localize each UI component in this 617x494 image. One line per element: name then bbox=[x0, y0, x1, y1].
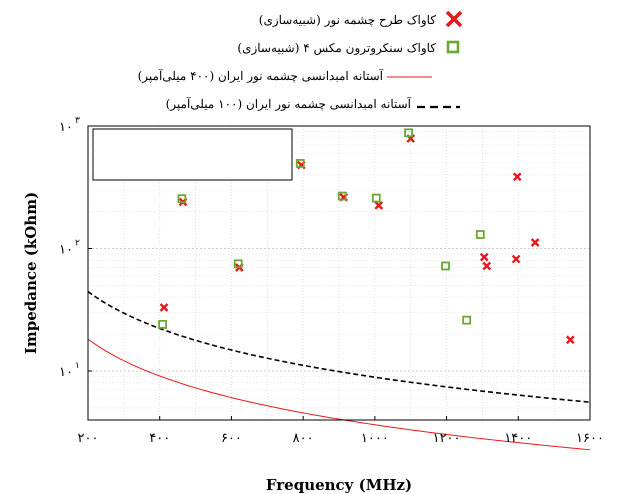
data-point-square bbox=[441, 261, 450, 271]
y-tick-exponent: ۲ bbox=[75, 239, 80, 249]
y-tick-label: ۱۰ bbox=[59, 120, 73, 135]
data-point-square bbox=[233, 259, 243, 269]
data-point-cross bbox=[479, 252, 489, 262]
data-point-square bbox=[337, 191, 347, 201]
series-line bbox=[87, 338, 591, 451]
x-tick-label: ۱۶۰۰ bbox=[576, 431, 604, 446]
data-point-cross bbox=[530, 238, 540, 247]
plot-frame bbox=[87, 125, 591, 421]
data-point-square bbox=[371, 193, 381, 203]
legend-label: کاواک طرح چشمه نور (شبیه‌سازی) bbox=[259, 13, 437, 27]
data-point-square bbox=[295, 159, 305, 168]
series-line bbox=[87, 290, 591, 404]
y-tick-exponent: ۱ bbox=[75, 361, 80, 371]
data-point-square bbox=[462, 315, 472, 325]
data-point-cross bbox=[512, 172, 522, 182]
data-markers bbox=[158, 128, 575, 345]
data-point-cross bbox=[565, 335, 575, 345]
x-tick-label: ۲۰۰ bbox=[78, 431, 99, 446]
legend-key-square bbox=[446, 40, 460, 54]
x-tick-label: ۶۰۰ bbox=[221, 431, 242, 446]
y-tick-exponent: ۳ bbox=[75, 116, 80, 126]
x-tick-label: ۴۰۰ bbox=[149, 431, 170, 446]
data-point-square bbox=[177, 194, 187, 204]
x-tick-label: ۱۲۰۰ bbox=[433, 431, 461, 446]
y-tick-label: ۱۰ bbox=[59, 365, 73, 380]
inset-annotation-box bbox=[92, 128, 293, 181]
data-point-cross bbox=[159, 303, 169, 312]
data-point-square bbox=[404, 128, 413, 138]
data-point-square bbox=[158, 320, 167, 329]
y-axis-label: Impedance (kOhm) bbox=[22, 192, 40, 354]
data-point-cross bbox=[374, 201, 384, 210]
data-point-cross bbox=[511, 254, 521, 264]
threshold-curves bbox=[87, 290, 591, 451]
legend-key-cross bbox=[445, 10, 463, 28]
y-tick-label: ۱۰ bbox=[59, 243, 73, 258]
x-tick-label: ۱۰۰۰ bbox=[361, 431, 389, 446]
legend-label: کاواک سنکروترون مکس ۴ (شبیه‌سازی) bbox=[237, 41, 436, 55]
legend: کاواک طرح چشمه نور (شبیه‌سازی) کاواک سنکر… bbox=[138, 10, 463, 111]
legend-label: آستانه امبدانسی چشمه نور ایران (۴۰۰ میلی… bbox=[138, 68, 384, 83]
legend-label: آستانه امبدانسی چشمه نور ایران (۱۰۰ میلی… bbox=[166, 96, 412, 111]
x-tick-label: ۸۰۰ bbox=[293, 431, 314, 446]
x-axis-label: Frequency (MHz) bbox=[266, 476, 412, 494]
data-point-square bbox=[475, 230, 485, 239]
x-tick-label: ۱۴۰۰ bbox=[504, 431, 532, 446]
data-point-cross bbox=[482, 261, 492, 271]
